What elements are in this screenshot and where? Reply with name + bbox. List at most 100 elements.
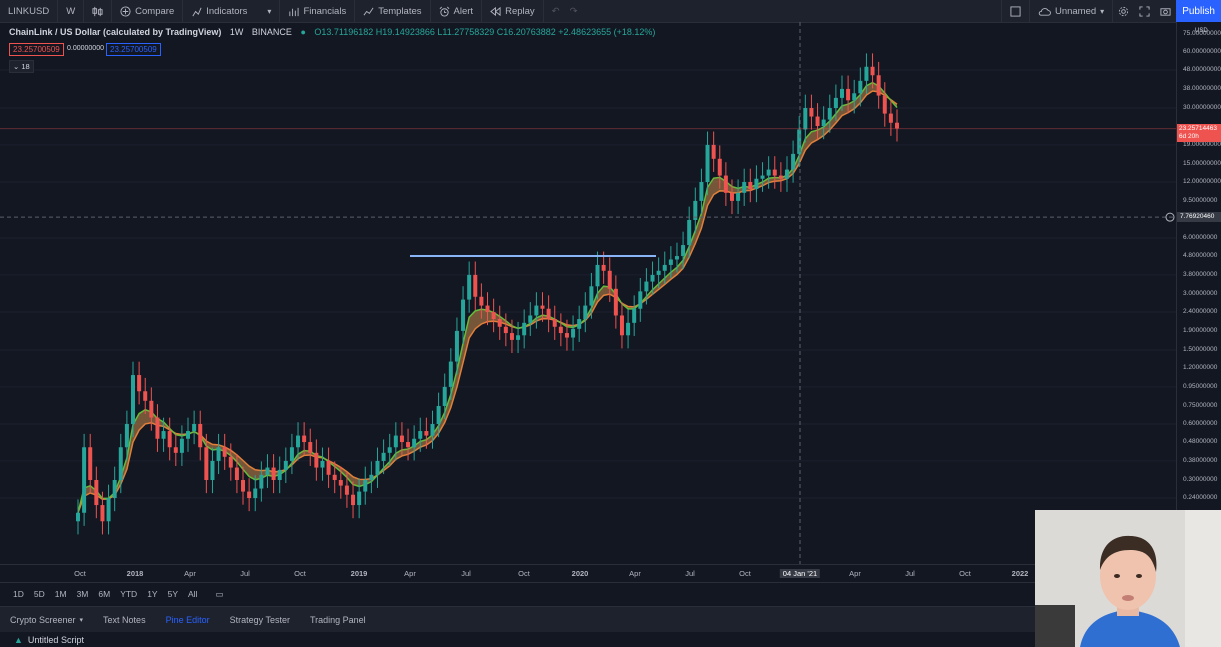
replay-button[interactable]: Replay bbox=[482, 0, 544, 22]
indicators-button[interactable]: Indicators ▾ bbox=[183, 0, 281, 22]
range-button-1y[interactable]: 1Y bbox=[147, 589, 158, 599]
templates-button[interactable]: Templates bbox=[355, 0, 431, 22]
script-bar: ▲ Untitled Script bbox=[0, 632, 1221, 647]
bottom-panel-tabs: Crypto Screener ▾ Text Notes Pine Editor … bbox=[0, 606, 1221, 632]
candle-body bbox=[76, 512, 80, 522]
tab-crypto-screener[interactable]: Crypto Screener ▾ bbox=[0, 607, 93, 632]
candle-body bbox=[674, 256, 679, 260]
chart-type-button[interactable] bbox=[84, 0, 113, 22]
range-button-ytd[interactable]: YTD bbox=[120, 589, 138, 599]
candle-body bbox=[259, 474, 264, 489]
snapshot-button[interactable] bbox=[1155, 0, 1176, 22]
candle-body bbox=[271, 467, 276, 481]
price-axis[interactable]: USD 75.00000000 60.00000000 48.00000000 38.… bbox=[1176, 22, 1221, 564]
publish-button[interactable]: Publish bbox=[1176, 0, 1221, 22]
tab-text-notes[interactable]: Text Notes bbox=[93, 607, 156, 632]
candle-body bbox=[760, 175, 765, 179]
compare-button[interactable]: Compare bbox=[112, 0, 184, 22]
time-tick-label: 2019 bbox=[350, 569, 368, 578]
range-button-6m[interactable]: 6M bbox=[98, 589, 111, 599]
candle-body bbox=[858, 80, 863, 94]
candle-body bbox=[516, 335, 521, 340]
candle-body bbox=[308, 442, 313, 453]
candle-body bbox=[766, 169, 771, 176]
time-axis[interactable]: Oct 2018 Apr Jul Oct 2019 Apr Jul Oct 2020 Apr Jul O… bbox=[0, 564, 1176, 582]
price-tick-label: 75.00000000 bbox=[1183, 30, 1221, 37]
range-button-3m[interactable]: 3M bbox=[76, 589, 89, 599]
date-range-bar: 1D 5D 1M 3M 6M YTD 1Y 5Y All ▭ bbox=[0, 582, 1221, 605]
alert-button[interactable]: Alert bbox=[431, 0, 483, 22]
price-tick-label: 1.90000000 bbox=[1183, 326, 1218, 334]
candle-body bbox=[100, 505, 105, 522]
candle-body bbox=[485, 305, 490, 313]
price-tick-label: 0.38000000 bbox=[1183, 456, 1218, 464]
candle-body bbox=[247, 491, 252, 499]
candle-body bbox=[234, 467, 239, 481]
candle-body bbox=[491, 312, 496, 320]
range-button-1d[interactable]: 1D bbox=[13, 589, 24, 599]
tab-trading-panel[interactable]: Trading Panel bbox=[300, 607, 376, 632]
tab-strategy-tester[interactable]: Strategy Tester bbox=[220, 607, 300, 632]
alert-label: Alert bbox=[453, 5, 474, 17]
interval-selector[interactable]: W bbox=[58, 0, 85, 22]
candle-body bbox=[265, 467, 270, 475]
candle-body bbox=[351, 494, 356, 506]
range-button-5d[interactable]: 5D bbox=[33, 589, 45, 599]
chevron-down-icon: ▾ bbox=[79, 616, 84, 624]
settings-button[interactable] bbox=[1113, 0, 1134, 22]
financials-button[interactable]: Financials bbox=[280, 0, 356, 22]
price-tick-label: 0.48000000 bbox=[1183, 438, 1218, 446]
live-dot-icon: ● bbox=[300, 27, 306, 37]
price-tick-label: 1.50000000 bbox=[1183, 346, 1218, 353]
price-tick-label: 0.95000000 bbox=[1183, 382, 1218, 390]
symbol-search[interactable]: LINKUSD bbox=[0, 0, 59, 22]
chevron-down-icon: ▾ bbox=[1100, 6, 1105, 16]
candle-body bbox=[589, 286, 594, 306]
candle-body bbox=[809, 108, 814, 117]
candle-body bbox=[846, 88, 851, 101]
candle-body bbox=[827, 108, 832, 120]
candle-body bbox=[479, 296, 484, 306]
add-alert-icon[interactable] bbox=[1165, 212, 1175, 222]
price-chip-blue: 23.25700509 bbox=[106, 43, 161, 56]
layout-button[interactable] bbox=[1000, 0, 1030, 22]
price-tick-label: 6.00000000 bbox=[1183, 234, 1218, 242]
price-tick-label: 60.00000000 bbox=[1183, 48, 1221, 56]
candle-body bbox=[711, 144, 716, 159]
indicator-toggle[interactable]: ⌄ 18 bbox=[9, 60, 34, 73]
candle-body bbox=[571, 328, 576, 338]
price-tick-label: 48.00000000 bbox=[1183, 66, 1221, 74]
candle-body bbox=[430, 424, 435, 436]
undo-button[interactable]: ↶ ↷ bbox=[544, 0, 586, 22]
redo-icon[interactable]: ↷ bbox=[569, 5, 578, 17]
time-tick-label: Oct bbox=[739, 569, 751, 578]
pine-script-icon: ▲ bbox=[14, 634, 23, 645]
price-chart[interactable] bbox=[0, 22, 1176, 564]
candle-body bbox=[393, 435, 398, 448]
range-button-all[interactable]: All bbox=[188, 589, 198, 599]
candle-body bbox=[558, 326, 563, 334]
candle-body bbox=[296, 435, 301, 448]
candle-body bbox=[124, 424, 129, 448]
candle-body bbox=[552, 319, 557, 327]
publish-label: Publish bbox=[1182, 5, 1215, 17]
candle-body bbox=[577, 319, 582, 329]
script-title[interactable]: Untitled Script bbox=[27, 634, 84, 645]
range-button-5y[interactable]: 5Y bbox=[167, 589, 178, 599]
cloud-icon bbox=[1038, 7, 1051, 16]
calendar-icon[interactable]: ▭ bbox=[215, 588, 224, 599]
fullscreen-button[interactable] bbox=[1134, 0, 1155, 22]
tab-pine-editor[interactable]: Pine Editor bbox=[156, 607, 220, 632]
time-tick-label: Jul bbox=[461, 569, 471, 578]
candle-body bbox=[186, 431, 191, 439]
candle-body bbox=[357, 491, 362, 506]
layout-name-button[interactable]: Unnamed ▾ bbox=[1030, 0, 1114, 22]
range-button-1m[interactable]: 1M bbox=[54, 589, 67, 599]
time-tick-label: Jul bbox=[905, 569, 915, 578]
candle-body bbox=[363, 480, 368, 492]
chevron-down-icon: ▾ bbox=[267, 6, 272, 16]
candle-body bbox=[222, 447, 227, 457]
candle-body bbox=[94, 480, 99, 506]
candle-body bbox=[467, 274, 472, 300]
candle-body bbox=[888, 113, 893, 123]
